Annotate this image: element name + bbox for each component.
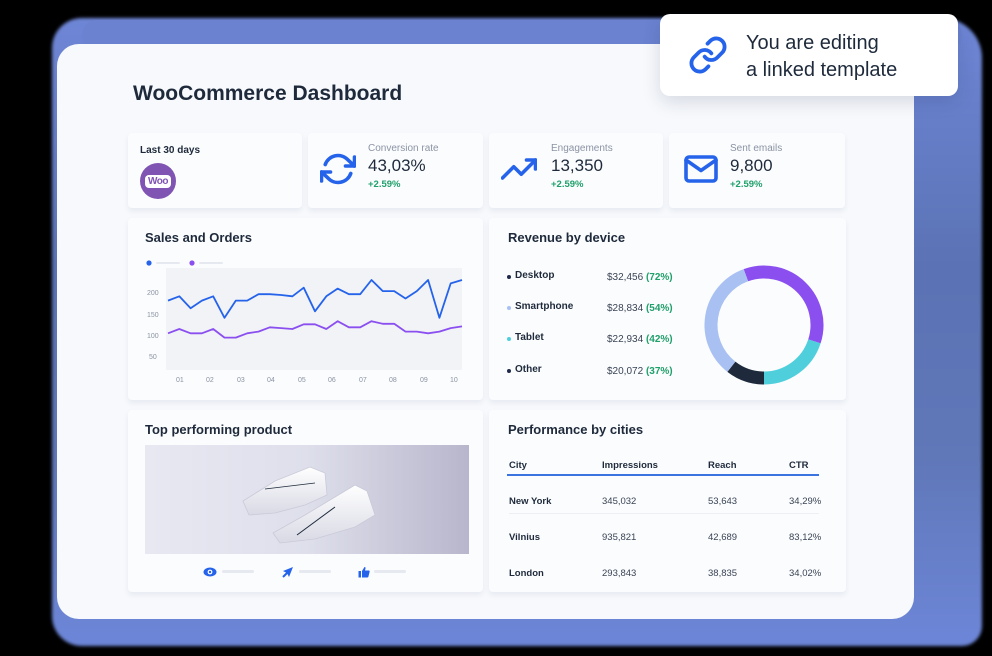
- likes-bar: [374, 570, 406, 573]
- card-title: Top performing product: [145, 422, 293, 437]
- kpi-value: 13,350: [551, 156, 603, 175]
- kpi-value: 9,800: [730, 156, 773, 175]
- kpi-engagements-card: Engagements 13,350 +2.59%: [489, 133, 663, 208]
- row-divider: [509, 513, 819, 514]
- legend-dot-series-1: [146, 260, 152, 266]
- revenue-device-card: Revenue by device Desktop $32,456 (72%) …: [489, 218, 846, 400]
- column-header-reach[interactable]: Reach: [708, 460, 737, 471]
- column-header-ctr[interactable]: CTR: [789, 460, 809, 471]
- legend-dot: [507, 306, 511, 310]
- page-title: WooCommerce Dashboard: [133, 82, 403, 105]
- sales-orders-chart: 200 150 100 50 01 02 03 04 05 06 07 08 0…: [146, 260, 463, 384]
- svg-text:05: 05: [298, 377, 306, 384]
- send-icon: [282, 567, 293, 578]
- svg-text:04: 04: [267, 377, 275, 384]
- trending-up-icon: [501, 158, 537, 180]
- svg-text:08: 08: [389, 377, 397, 384]
- revenue-row-other: Other $20,072 (37%): [507, 364, 677, 378]
- period-card: Last 30 days Woo: [128, 133, 302, 208]
- sales-orders-card: Sales and Orders 200 150 100 50 01 02 03…: [128, 218, 483, 400]
- donut-segment: [704, 269, 749, 372]
- card-title: Sales and Orders: [145, 230, 252, 245]
- mail-icon: [684, 155, 718, 183]
- donut-segment: [743, 265, 824, 344]
- svg-text:200: 200: [147, 290, 159, 297]
- legend-dot-series-2: [189, 260, 195, 266]
- kpi-delta: +2.59%: [730, 179, 763, 190]
- shares-bar: [299, 570, 331, 573]
- period-label: Last 30 days: [140, 145, 201, 156]
- svg-text:50: 50: [149, 354, 157, 361]
- views-bar: [222, 570, 254, 573]
- svg-text:10: 10: [450, 377, 458, 384]
- revenue-row-smartphone: Smartphone $28,834 (54%): [507, 301, 677, 315]
- kpi-label: Engagements: [551, 143, 613, 154]
- kpi-label: Sent emails: [730, 143, 783, 154]
- kpi-label: Conversion rate: [368, 143, 439, 154]
- svg-text:100: 100: [147, 333, 159, 340]
- svg-text:09: 09: [420, 377, 428, 384]
- link-icon: [689, 36, 727, 74]
- revenue-row-tablet: Tablet $22,934 (42%): [507, 332, 677, 346]
- series-1-line: [167, 279, 463, 319]
- svg-text:02: 02: [206, 377, 214, 384]
- column-header-impressions[interactable]: Impressions: [602, 460, 658, 471]
- kpi-sent-emails-card: Sent emails 9,800 +2.59%: [669, 133, 845, 208]
- x-axis-ticks: 01 02 03 04 05 06 07 08 09 10: [176, 377, 458, 384]
- legend-dot: [507, 369, 511, 373]
- refresh-icon: [320, 153, 356, 185]
- linked-template-notice: You are editing a linked template: [660, 14, 958, 96]
- eye-icon: [203, 567, 217, 577]
- top-product-card: Top performing product: [128, 410, 483, 592]
- thumbs-up-icon: [358, 566, 370, 578]
- revenue-donut-chart: [704, 265, 824, 385]
- svg-text:150: 150: [147, 312, 159, 319]
- card-title: Revenue by device: [508, 230, 626, 245]
- kpi-delta: +2.59%: [368, 179, 401, 190]
- kpi-delta: +2.59%: [551, 179, 584, 190]
- column-header-city[interactable]: City: [509, 460, 527, 471]
- revenue-row-desktop: Desktop $32,456 (72%): [507, 270, 677, 284]
- svg-text:01: 01: [176, 377, 184, 384]
- svg-text:06: 06: [328, 377, 336, 384]
- series-2-line: [167, 320, 463, 339]
- header-underline: [507, 474, 819, 476]
- chart-legend: [146, 260, 223, 266]
- donut-segment: [727, 361, 765, 385]
- legend-dot: [507, 337, 511, 341]
- svg-text:07: 07: [359, 377, 367, 384]
- kpi-value: 43,03%: [368, 156, 426, 175]
- chart-plot-area: [166, 268, 462, 370]
- notice-text: You are editing a linked template: [746, 32, 898, 81]
- woocommerce-logo-icon: Woo: [140, 163, 176, 199]
- product-image: [145, 445, 469, 554]
- kpi-conversion-card: Conversion rate 43,03% +2.59%: [308, 133, 483, 208]
- card-title: Performance by cities: [508, 422, 644, 437]
- y-axis-ticks: 200 150 100 50: [147, 290, 159, 361]
- legend-dot: [507, 275, 511, 279]
- svg-text:03: 03: [237, 377, 245, 384]
- donut-segment: [763, 339, 821, 385]
- cities-card: Performance by cities City Impressions R…: [489, 410, 846, 592]
